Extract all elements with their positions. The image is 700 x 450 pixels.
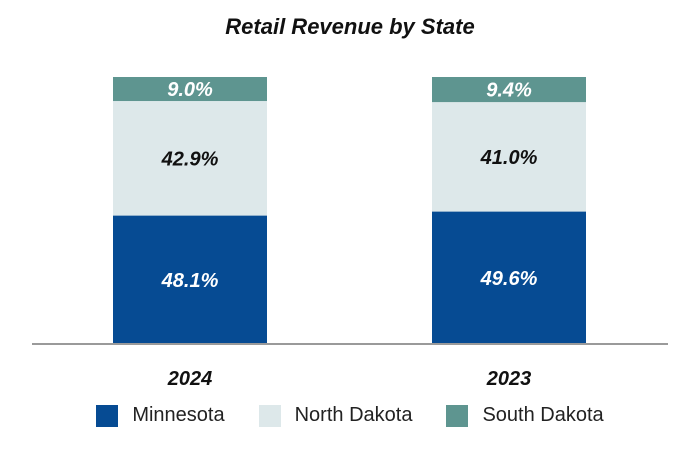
legend-label-minnesota: Minnesota	[132, 404, 225, 426]
data-label-south-dakota-2024: 9.0%	[167, 79, 213, 101]
data-label-north-dakota-2024: 42.9%	[161, 148, 219, 170]
stacked-bar-chart: Retail Revenue by State 48.1% 42.9% 9.0% 49…	[32, 14, 668, 390]
data-label-minnesota-2024: 48.1%	[161, 270, 219, 292]
bar-segment-north-dakota-2024	[113, 101, 267, 216]
data-label-south-dakota-2023: 9.4%	[486, 80, 532, 102]
x-tick-label-2024: 2024	[167, 368, 213, 390]
legend-swatch-south-dakota	[446, 404, 469, 427]
bar-segment-minnesota-2023	[432, 211, 586, 344]
bar-segment-north-dakota-2023	[432, 102, 586, 212]
legend-swatch-minnesota	[96, 404, 119, 427]
chart-title: Retail Revenue by State	[225, 14, 474, 39]
legend-item-minnesota: Minnesota	[96, 404, 225, 427]
legend-label-north-dakota: North Dakota	[294, 404, 413, 426]
x-tick-label-2023: 2023	[486, 368, 532, 390]
legend-swatch-north-dakota	[258, 404, 281, 427]
data-label-north-dakota-2023: 41.0%	[480, 147, 538, 169]
legend-label-south-dakota: South Dakota	[482, 404, 604, 426]
bar-segment-south-dakota-2024	[113, 77, 267, 102]
bar-segment-south-dakota-2023	[432, 77, 586, 103]
bar-segment-minnesota-2024	[113, 215, 267, 344]
legend-item-south-dakota: South Dakota	[446, 404, 604, 427]
category-labels: 2024 2023	[167, 368, 532, 390]
legend-item-north-dakota: North Dakota	[258, 404, 413, 427]
data-label-minnesota-2023: 49.6%	[480, 268, 538, 290]
bars-group: 48.1% 42.9% 9.0% 49.6% 41.0% 9.4%	[113, 77, 586, 344]
legend: Minnesota North Dakota South Dakota	[0, 404, 700, 427]
